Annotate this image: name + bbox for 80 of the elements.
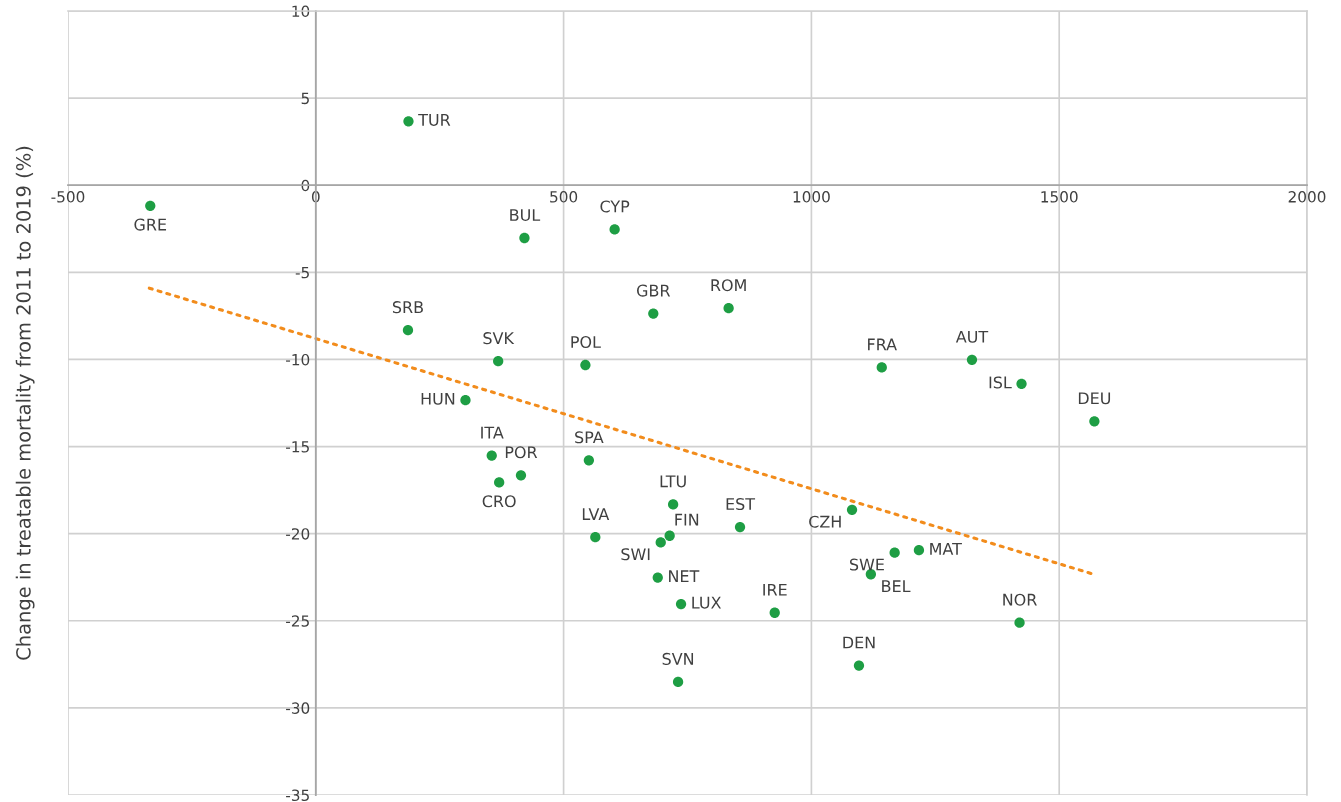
point (402, 325, 414, 336)
x-tick-label: 2000 (1288, 191, 1326, 203)
annotation: DEU (1078, 392, 1111, 405)
point (515, 470, 527, 481)
x-tick-label: 500 (550, 191, 578, 203)
annotation: CZH (809, 515, 841, 528)
annotation: NOR (1003, 593, 1037, 606)
point (769, 607, 780, 618)
annotation: EST (726, 497, 756, 511)
point (1089, 416, 1100, 427)
point (493, 356, 504, 367)
annotation: ISL (989, 376, 1012, 389)
y-tick-label: -30 (286, 702, 310, 714)
point (667, 499, 679, 510)
annotation: SPA (575, 431, 604, 444)
annotation: CRO (482, 495, 516, 508)
annotation: LVA (582, 508, 610, 520)
annotation: NET (669, 570, 700, 582)
point (583, 455, 595, 466)
point (580, 359, 591, 371)
point (664, 530, 675, 541)
annotation: FIN (675, 513, 699, 526)
annotation: ITA (481, 426, 504, 439)
annotation: MAT (930, 542, 962, 555)
annotation: FRA (868, 338, 897, 351)
annotation: HUN (421, 392, 455, 405)
point (486, 450, 497, 461)
point (734, 521, 746, 533)
point (846, 504, 858, 515)
annotation: ROM (711, 279, 746, 292)
y-tick-label: -20 (286, 528, 310, 540)
point (1014, 617, 1025, 628)
annotation: BUL (510, 209, 541, 222)
y-tick-label: -25 (286, 615, 309, 627)
y-tick-label: 10 (292, 5, 310, 18)
annotation: POL (571, 335, 601, 349)
annotation: POR (505, 446, 538, 459)
point (966, 354, 978, 365)
annotation: IRE (763, 583, 787, 596)
annotation: TUR (418, 114, 451, 126)
point (519, 232, 530, 244)
annotation: CYP (600, 200, 630, 213)
point (853, 660, 865, 671)
point (609, 224, 620, 235)
point (889, 547, 900, 558)
point (494, 477, 505, 488)
y-tick-label: -15 (286, 441, 309, 453)
point (723, 303, 734, 314)
point (1016, 378, 1027, 389)
annotation: GRE (134, 218, 167, 231)
y-tick-label: -5 (295, 267, 309, 279)
annotation: SVK (483, 332, 515, 345)
annotation: SWE (849, 558, 884, 571)
x-tick-label: -500 (51, 191, 85, 203)
annotation: DEN (843, 636, 875, 649)
point (672, 676, 684, 688)
x-tick-label: 1500 (1041, 191, 1078, 203)
point (403, 116, 414, 127)
y-tick-label: -35 (286, 789, 309, 802)
point (876, 362, 887, 373)
y-tick-label: -10 (286, 353, 310, 366)
y-tick-label: 5 (301, 92, 309, 105)
point (648, 308, 659, 319)
point (652, 572, 663, 583)
point (145, 200, 156, 211)
annotation: LUX (692, 596, 722, 609)
point (460, 395, 471, 406)
point (913, 545, 925, 556)
annotation: SRB (392, 301, 423, 314)
point (675, 598, 687, 610)
point (655, 537, 666, 548)
y-axis-title: Change in treatable mortality from 2011 to 2019 (%) (15, 146, 35, 660)
annotation: GBR (636, 284, 671, 297)
annotation: BEL (882, 580, 911, 592)
annotation: AUT (955, 330, 989, 343)
annotation: SWI (621, 548, 650, 561)
annotation: SVN (662, 652, 694, 665)
point (590, 532, 601, 543)
annotation: LTU (660, 475, 686, 488)
x-tick-label: 1000 (793, 191, 830, 203)
